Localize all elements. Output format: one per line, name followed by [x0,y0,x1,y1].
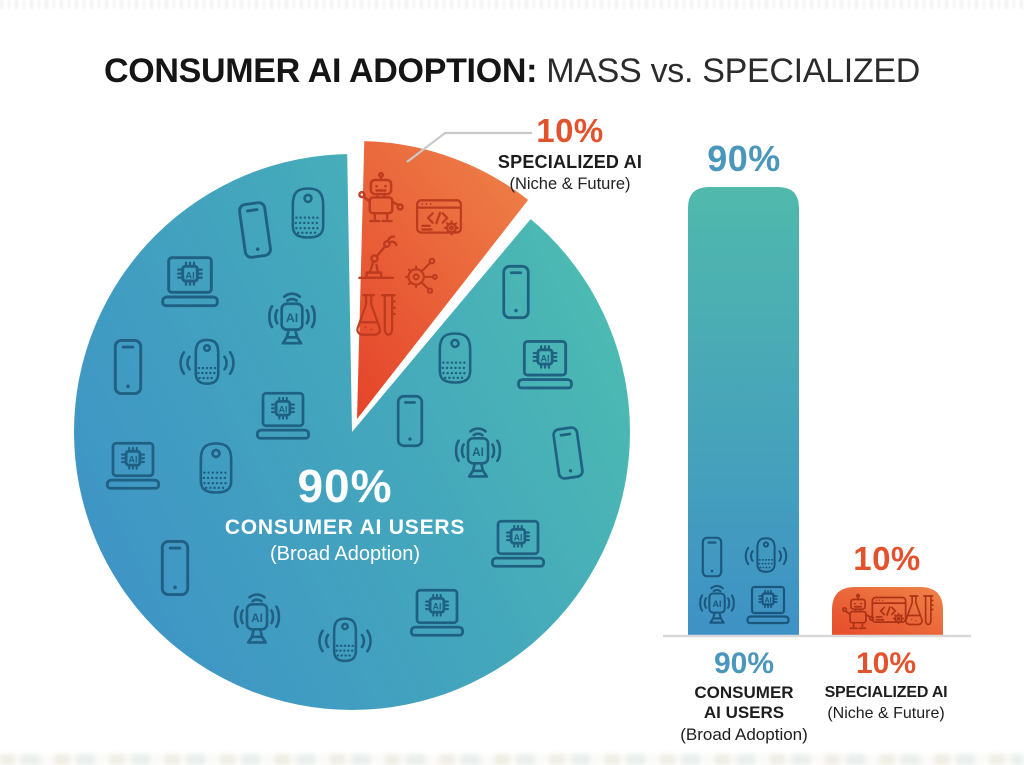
bar-specialized-axis-label: 10% SPECIALIZED AI (Niche & Future) [798,648,974,724]
consumer-pie-value: 90% [297,460,393,512]
bar-specialized-axis-value: 10% [855,647,917,680]
bar-specialized-value-label: 10% [853,540,921,577]
bar-consumer-axis-sublabel: (Broad Adoption) [680,724,808,744]
bar-consumer-value-label: 90% [707,138,781,179]
callout-leader-line [406,131,532,163]
consumer-pie-annotation: 90% CONSUMER AI USERS (Broad Adoption) [185,463,505,566]
bar-specialized-axis-sublabel: (Niche & Future) [827,705,945,723]
bar-consumer [688,187,799,635]
bar-consumer-axis-line2: AI USERS [703,702,785,722]
specialized-callout-label: SPECIALIZED AI [497,152,643,172]
page-title: CONSUMER AI ADOPTION: MASS vs. SPECIALIZ… [0,52,1024,91]
bar-specialized-axis-line1: SPECIALIZED AI [824,683,948,701]
bar-consumer-axis-value: 90% [713,647,775,680]
bar-consumer-axis-label: 90% CONSUMER AI USERS (Broad Adoption) [664,648,824,745]
bar-consumer-axis-line1: CONSUMER [694,682,794,702]
scan-artifact-top [0,0,1024,9]
specialized-callout-sublabel: (Niche & Future) [509,175,631,193]
specialized-callout: 10% SPECIALIZED AI (Niche & Future) [462,114,678,194]
scan-artifact-bottom [0,754,1024,765]
consumer-pie-label: CONSUMER AI USERS [224,516,466,539]
page-title-rest: MASS vs. SPECIALIZED [537,52,921,90]
consumer-pie-sublabel: (Broad Adoption) [269,543,421,565]
page-title-strong: CONSUMER AI ADOPTION: [103,52,538,90]
specialized-callout-value: 10% [536,112,604,149]
